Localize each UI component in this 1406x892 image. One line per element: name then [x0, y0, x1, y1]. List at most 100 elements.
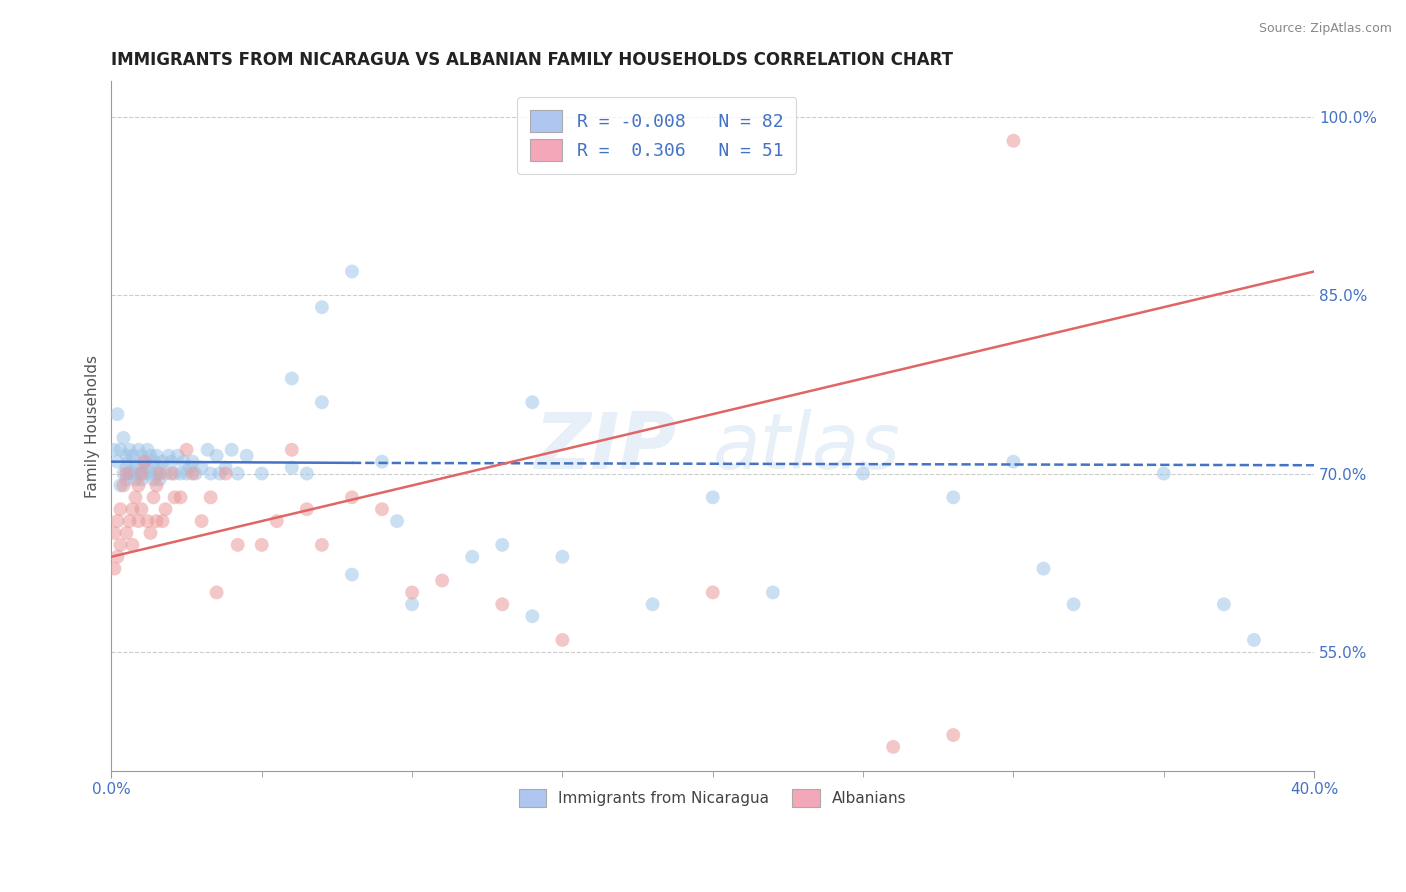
Point — [121, 449, 143, 463]
Point — [110, 538, 132, 552]
Point — [295, 467, 318, 481]
Point — [131, 460, 153, 475]
Point — [107, 514, 129, 528]
Point — [148, 473, 170, 487]
Y-axis label: Family Households: Family Households — [86, 354, 100, 498]
Point — [139, 526, 162, 541]
Point — [131, 449, 153, 463]
Point — [115, 467, 138, 481]
Point — [127, 467, 149, 481]
Point — [124, 491, 146, 505]
Point — [340, 567, 363, 582]
Point — [134, 467, 156, 481]
Point — [110, 502, 132, 516]
Point — [184, 467, 207, 481]
Point — [121, 502, 143, 516]
Point — [136, 460, 159, 475]
Point — [118, 442, 141, 457]
Point — [118, 514, 141, 528]
Point — [266, 514, 288, 528]
Point — [169, 467, 191, 481]
Point — [205, 449, 228, 463]
Point — [121, 538, 143, 552]
Point — [124, 460, 146, 475]
Point — [148, 460, 170, 475]
Point — [145, 467, 167, 481]
Point — [166, 449, 188, 463]
Point — [127, 478, 149, 492]
Point — [1032, 561, 1054, 575]
Point — [311, 300, 333, 314]
Point — [145, 449, 167, 463]
Point — [702, 491, 724, 505]
Point — [157, 449, 180, 463]
Point — [103, 442, 125, 457]
Point — [118, 455, 141, 469]
Point — [127, 442, 149, 457]
Point — [152, 455, 174, 469]
Point — [176, 467, 198, 481]
Point — [235, 449, 257, 463]
Point — [551, 632, 574, 647]
Point — [371, 455, 394, 469]
Point — [762, 585, 785, 599]
Text: IMMIGRANTS FROM NICARAGUA VS ALBANIAN FAMILY HOUSEHOLDS CORRELATION CHART: IMMIGRANTS FROM NICARAGUA VS ALBANIAN FA… — [111, 51, 953, 69]
Text: Source: ZipAtlas.com: Source: ZipAtlas.com — [1258, 22, 1392, 36]
Point — [145, 514, 167, 528]
Point — [522, 395, 544, 409]
Point — [112, 431, 135, 445]
Point — [385, 514, 408, 528]
Point — [142, 455, 165, 469]
Point — [200, 491, 222, 505]
Point — [281, 442, 304, 457]
Point — [281, 460, 304, 475]
Point — [134, 455, 156, 469]
Point — [121, 467, 143, 481]
Point — [112, 467, 135, 481]
Point — [179, 460, 201, 475]
Point — [115, 460, 138, 475]
Point — [522, 609, 544, 624]
Point — [107, 407, 129, 421]
Point — [281, 371, 304, 385]
Point — [461, 549, 484, 564]
Point — [208, 467, 231, 481]
Point — [110, 442, 132, 457]
Point — [190, 514, 212, 528]
Legend: Immigrants from Nicaragua, Albanians: Immigrants from Nicaragua, Albanians — [512, 781, 914, 814]
Point — [942, 728, 965, 742]
Text: atlas: atlas — [713, 409, 901, 484]
Point — [250, 538, 273, 552]
Point — [148, 467, 170, 481]
Point — [1243, 632, 1265, 647]
Point — [491, 538, 513, 552]
Point — [401, 585, 423, 599]
Point — [107, 455, 129, 469]
Point — [142, 491, 165, 505]
Point — [215, 460, 238, 475]
Point — [152, 514, 174, 528]
Point — [131, 502, 153, 516]
Point — [1002, 455, 1025, 469]
Point — [134, 455, 156, 469]
Point — [155, 502, 177, 516]
Point — [103, 526, 125, 541]
Point — [205, 585, 228, 599]
Point — [181, 467, 204, 481]
Point — [882, 739, 904, 754]
Point — [197, 442, 219, 457]
Point — [340, 491, 363, 505]
Point — [401, 597, 423, 611]
Point — [136, 514, 159, 528]
Point — [311, 538, 333, 552]
Point — [136, 442, 159, 457]
Point — [145, 478, 167, 492]
Point — [551, 549, 574, 564]
Point — [160, 467, 183, 481]
Point — [702, 585, 724, 599]
Point — [118, 467, 141, 481]
Point — [1153, 467, 1175, 481]
Point — [139, 467, 162, 481]
Point — [115, 526, 138, 541]
Point — [295, 502, 318, 516]
